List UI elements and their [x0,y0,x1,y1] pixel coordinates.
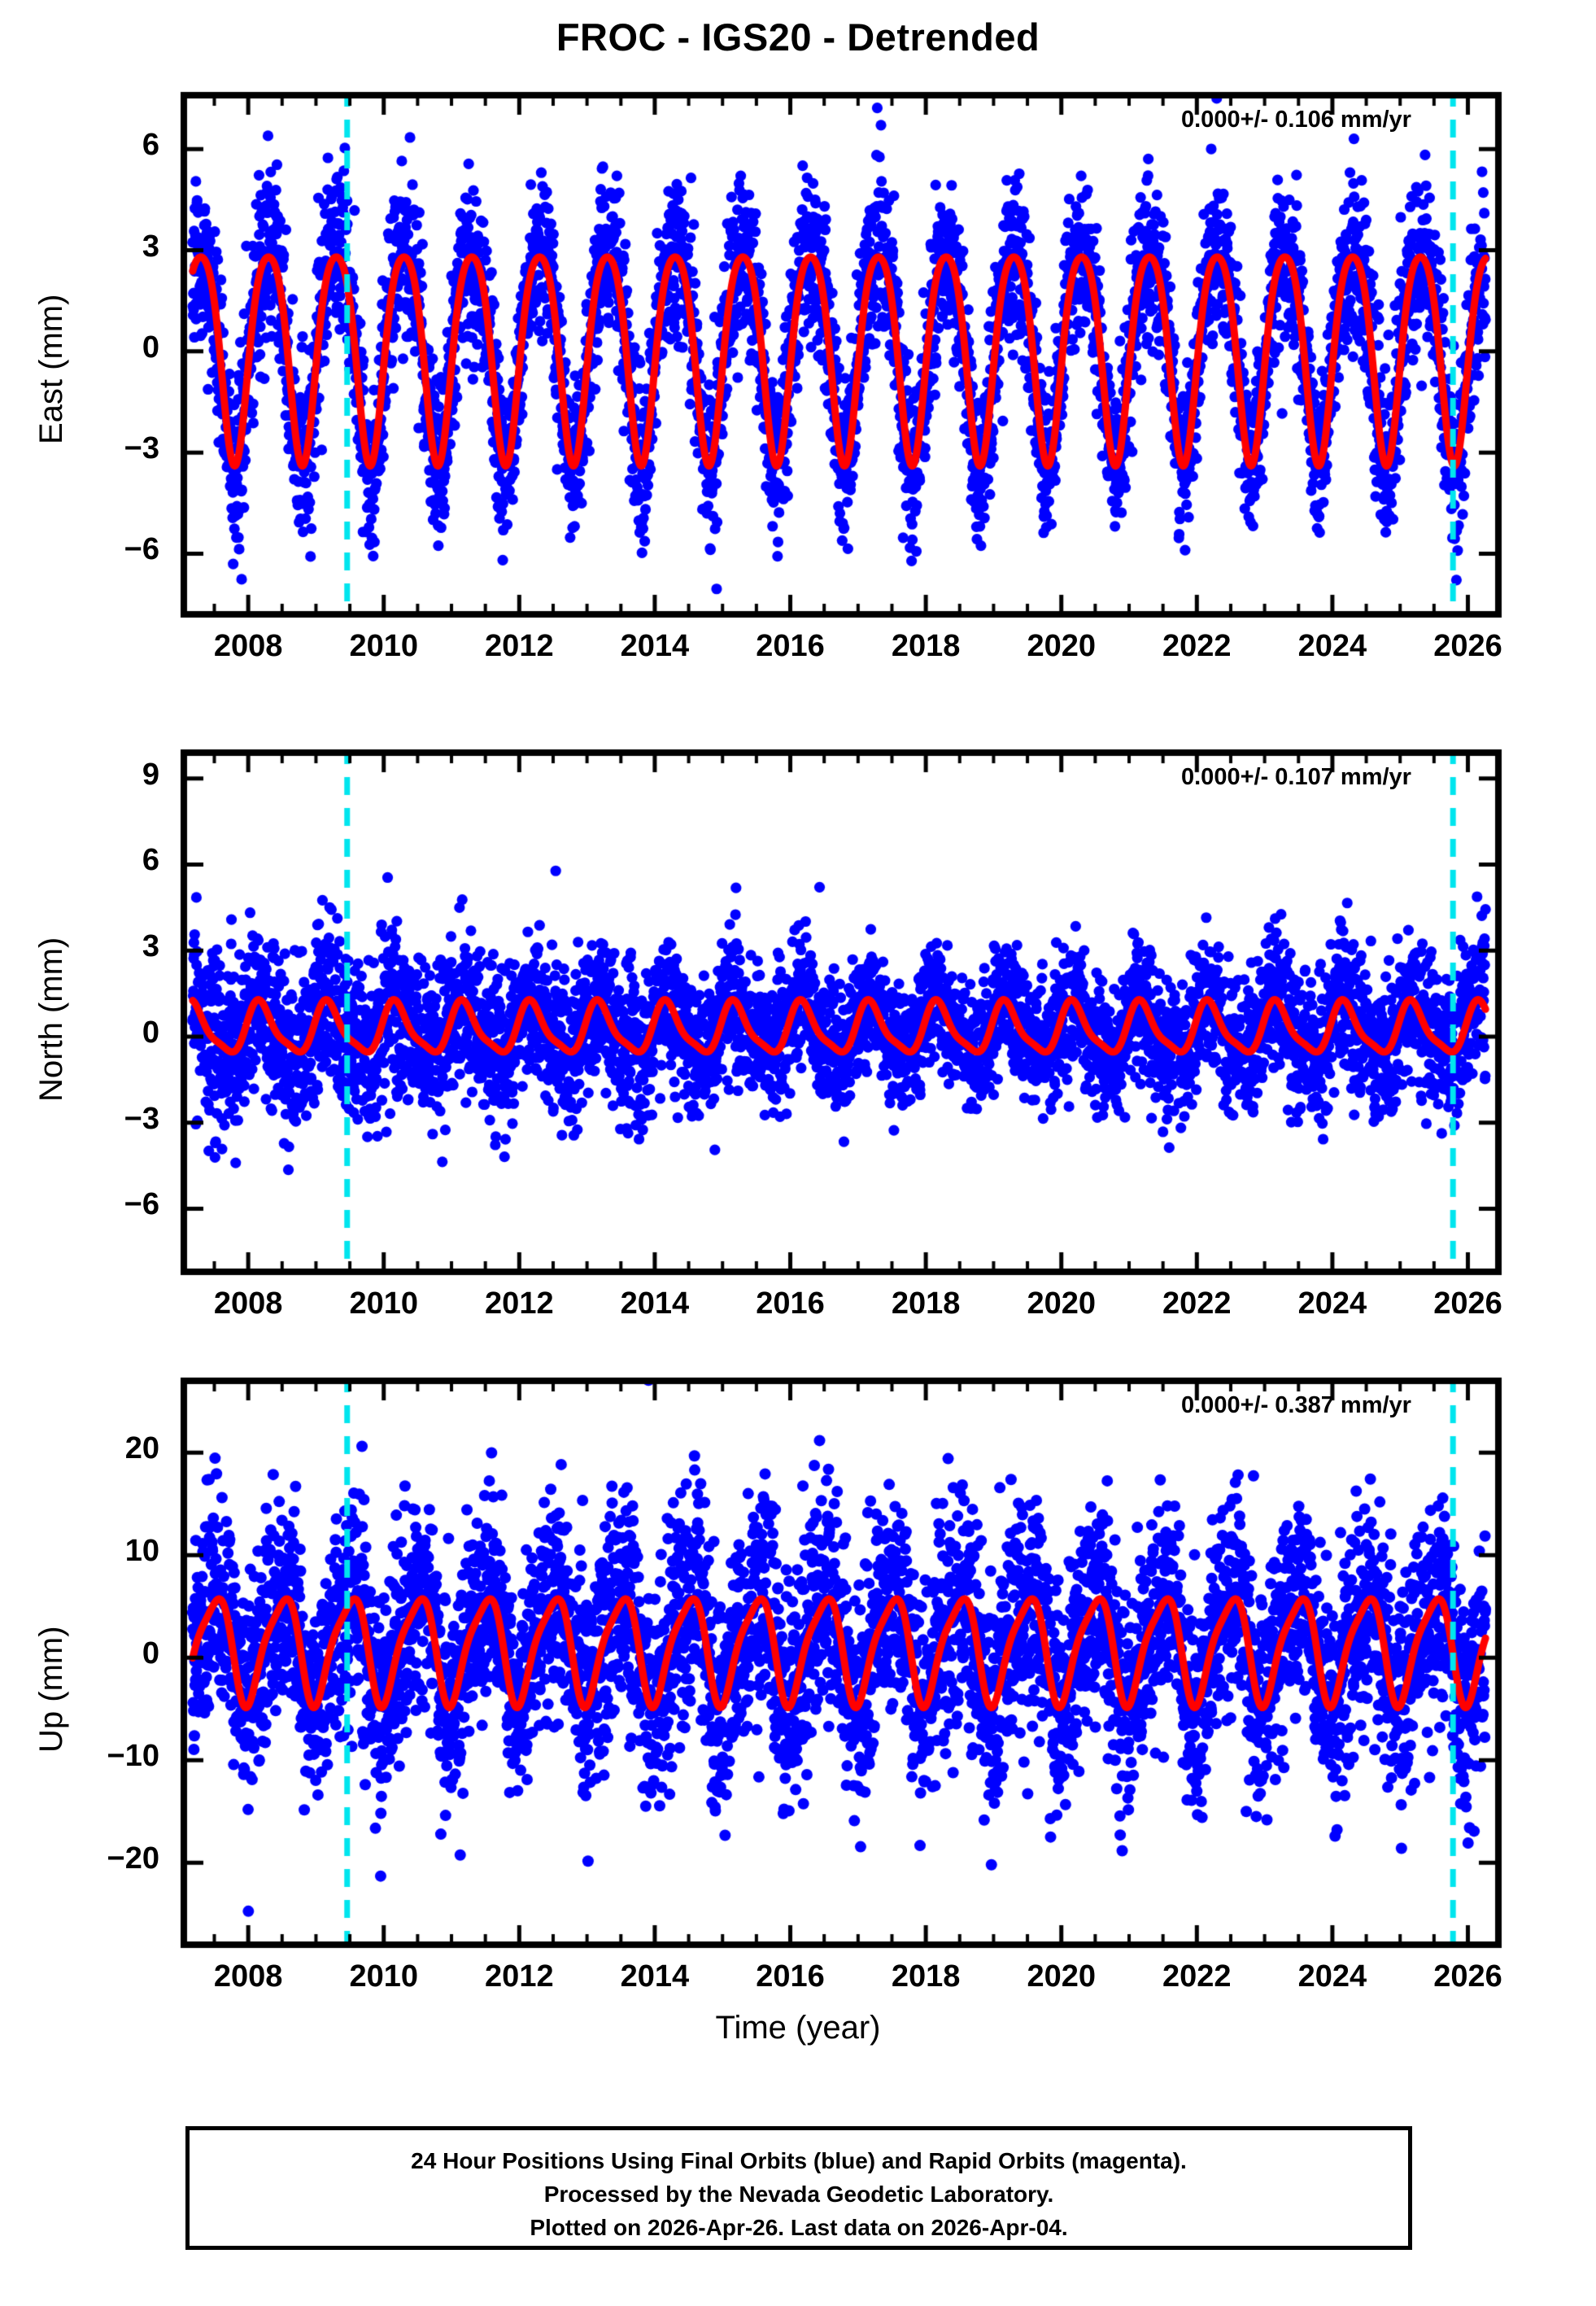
caption-line-2: Processed by the Nevada Geodetic Laborat… [543,2182,1054,2207]
y-axis-title-north: North (mm) [33,937,69,1102]
y-tick-label: 0 [142,330,159,365]
x-tick-label: 2026 [1433,1286,1502,1321]
x-tick-label: 2024 [1297,1959,1367,1994]
x-tick-label: 2020 [1027,1286,1096,1321]
x-tick-label: 2018 [891,629,961,663]
x-tick-label: 2018 [891,1959,961,1994]
caption-line-1: 24 Hour Positions Using Final Orbits (bl… [411,2148,1187,2173]
y-axis-title-up: Up (mm) [33,1625,69,1753]
x-tick-label: 2010 [349,629,418,663]
y-tick-label: −20 [107,1841,159,1876]
x-tick-label: 2024 [1297,629,1367,663]
x-tick-label: 2026 [1433,629,1502,663]
y-tick-label: 10 [124,1534,159,1569]
rate-annotation-east: 0.000+/- 0.106 mm/yr [1181,107,1411,133]
x-tick-label: 2022 [1162,1286,1232,1321]
y-tick-label: 6 [142,843,159,878]
x-tick-label: 2020 [1027,629,1096,663]
page-title: FROC - IGS20 - Detrended [556,15,1040,59]
y-tick-label: 20 [124,1431,159,1466]
x-tick-label: 2016 [756,629,825,663]
y-tick-label: 0 [142,1636,159,1671]
x-tick-label: 2008 [213,1959,283,1994]
x-tick-label: 2022 [1162,1959,1232,1994]
caption-line-3: Plotted on 2026-Apr-26. Last data on 202… [530,2215,1068,2240]
x-tick-label: 2014 [620,1959,690,1994]
x-tick-label: 2010 [349,1959,418,1994]
y-tick-label: 0 [142,1015,159,1050]
y-tick-label: 9 [142,757,159,792]
figure-caption-box: 24 Hour Positions Using Final Orbits (bl… [185,2126,1412,2250]
x-tick-label: 2010 [349,1286,418,1321]
y-tick-label: 3 [142,929,159,964]
y-tick-label: 6 [142,128,159,163]
y-tick-label: −10 [107,1739,159,1774]
y-tick-label: −6 [124,532,159,567]
x-tick-label: 2026 [1433,1959,1502,1994]
x-axis-title: Time (year) [715,2010,881,2046]
x-tick-label: 2008 [213,1286,283,1321]
rate-annotation-up: 0.000+/- 0.387 mm/yr [1181,1392,1411,1418]
y-axis-title-east: East (mm) [33,294,69,444]
y-tick-label: −6 [124,1187,159,1222]
x-tick-label: 2018 [891,1286,961,1321]
rate-annotation-north: 0.000+/- 0.107 mm/yr [1181,764,1411,790]
x-tick-label: 2024 [1297,1286,1367,1321]
x-tick-label: 2022 [1162,629,1232,663]
y-tick-label: −3 [124,1101,159,1136]
x-tick-label: 2012 [485,1286,554,1321]
y-tick-label: 3 [142,229,159,264]
x-tick-label: 2016 [756,1959,825,1994]
x-tick-label: 2012 [485,1959,554,1994]
x-tick-label: 2016 [756,1286,825,1321]
x-tick-label: 2008 [213,629,283,663]
x-tick-label: 2020 [1027,1959,1096,1994]
y-tick-label: −3 [124,431,159,466]
x-tick-label: 2014 [620,629,690,663]
x-tick-label: 2014 [620,1286,690,1321]
x-tick-label: 2012 [485,629,554,663]
